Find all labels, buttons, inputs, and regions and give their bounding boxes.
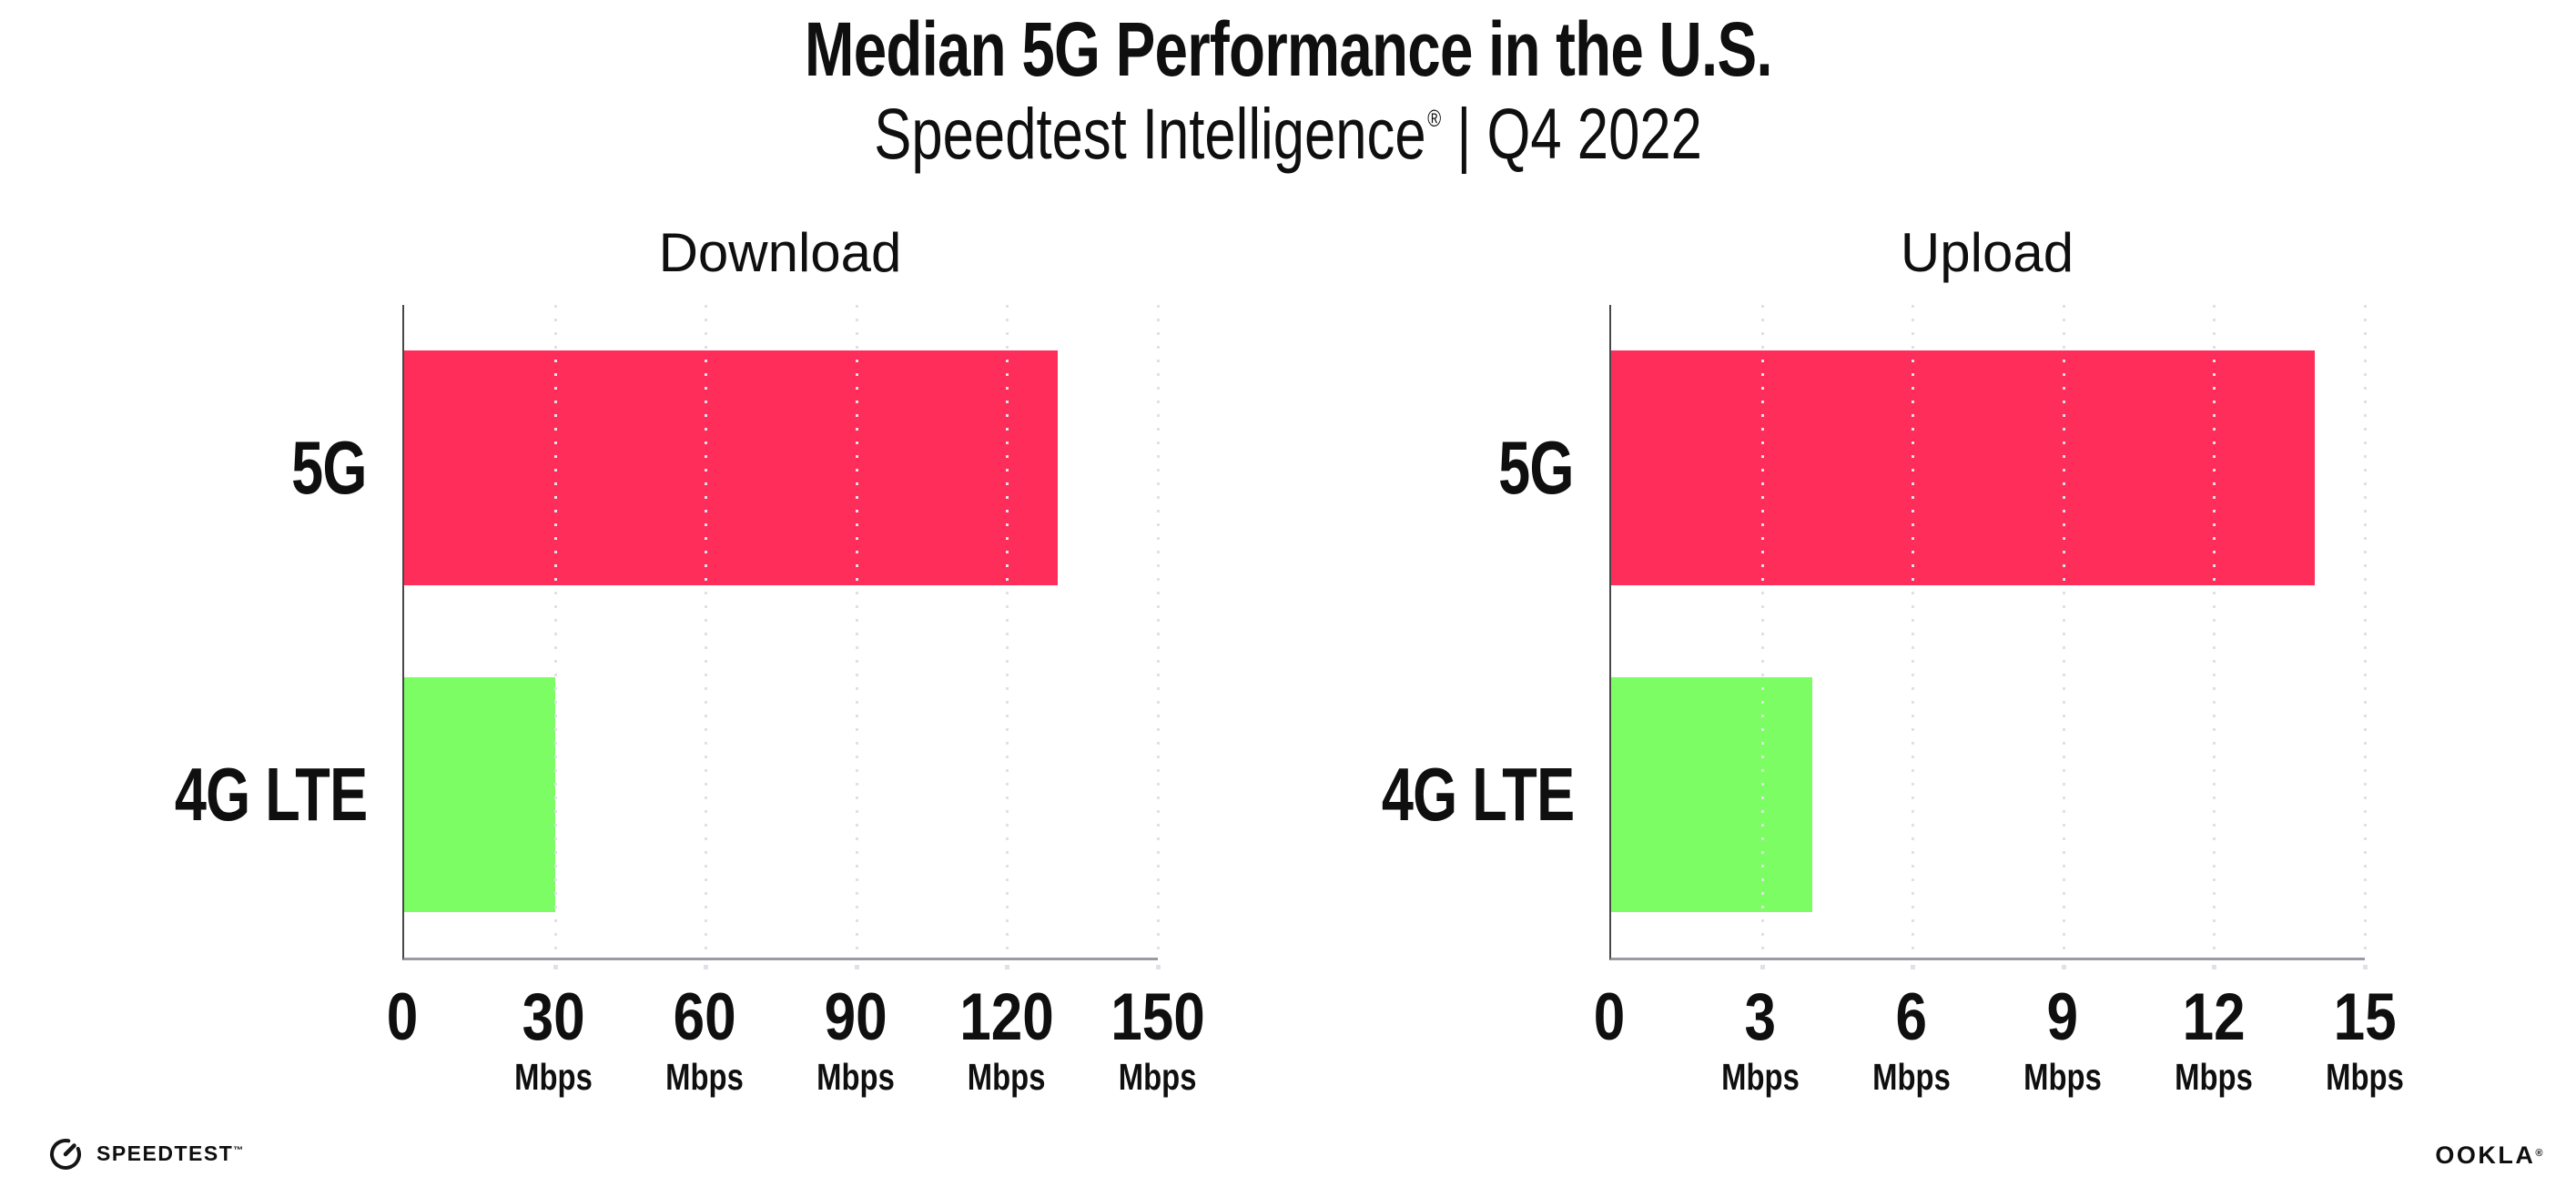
speedtest-gauge-icon bbox=[46, 1133, 86, 1173]
upload-category-labels: 5G 4G LTE bbox=[1309, 209, 1609, 1115]
x-tick-unit: Mbps bbox=[1872, 1056, 1951, 1098]
x-tick-9: 9 Mbps bbox=[2013, 960, 2111, 1096]
x-tick-150: 150 Mbps bbox=[1102, 960, 1213, 1096]
upload-chart: 5G 4G LTE Upload 0 bbox=[1309, 209, 2404, 1115]
x-tick-unit: Mbps bbox=[514, 1056, 593, 1098]
download-plot-area bbox=[402, 305, 1161, 969]
upload-plot-column: Upload 0 3 Mbp bbox=[1594, 209, 2404, 1115]
x-tick-15: 15 Mbps bbox=[2316, 960, 2413, 1096]
gridline bbox=[553, 305, 558, 969]
x-tick-30: 30 Mbps bbox=[504, 960, 602, 1096]
ookla-logo: OOKLA® bbox=[2435, 1141, 2545, 1170]
x-tick-0: 0 bbox=[384, 960, 421, 1096]
x-tick-unit: Mbps bbox=[1119, 1056, 1197, 1098]
download-category-labels: 5G 4G LTE bbox=[102, 209, 402, 1115]
gridline bbox=[854, 305, 859, 969]
x-tick-value: 6 bbox=[1895, 980, 1928, 1054]
upload-x-axis: 0 3 Mbps 6 Mbps 9 Mbps bbox=[1594, 960, 2404, 1115]
x-tick-unit: Mbps bbox=[816, 1056, 895, 1098]
figure-header: Median 5G Performance in the U.S. Speedt… bbox=[0, 0, 2576, 172]
category-label-5g: 5G bbox=[291, 425, 367, 511]
x-tick-value: 15 bbox=[2333, 980, 2397, 1054]
gridline bbox=[2363, 305, 2368, 969]
figure-subtitle-text: Speedtest Intelligence® | Q4 2022 bbox=[874, 96, 1702, 172]
download-plot-column: Download 0 30 bbox=[387, 209, 1205, 1115]
x-tick-90: 90 Mbps bbox=[806, 960, 904, 1096]
category-label-5g: 5G bbox=[1498, 425, 1574, 511]
x-tick-value: 150 bbox=[1111, 980, 1205, 1054]
x-tick-60: 60 Mbps bbox=[655, 960, 753, 1096]
speedtest-logo-text: SPEEDTEST™ bbox=[96, 1141, 245, 1165]
bar-5g-download bbox=[404, 350, 1058, 586]
trademark-mark: ™ bbox=[233, 1144, 245, 1156]
figure-subtitle: Speedtest Intelligence® | Q4 2022 bbox=[0, 96, 2576, 172]
subtitle-brand: Speedtest Intelligence bbox=[874, 92, 1426, 174]
figure-title-text: Median 5G Performance in the U.S. bbox=[804, 6, 1773, 92]
charts-row: 5G 4G LTE Download 0 bbox=[0, 209, 2404, 1115]
x-tick-value: 0 bbox=[386, 980, 419, 1054]
x-tick-0: 0 bbox=[1591, 960, 1628, 1096]
x-tick-unit: Mbps bbox=[968, 1056, 1046, 1098]
speedtest-logo: SPEEDTEST™ bbox=[46, 1133, 245, 1173]
bar-row-4g-lte bbox=[404, 632, 1158, 959]
x-tick-value: 90 bbox=[824, 980, 887, 1054]
registered-mark: ® bbox=[2535, 1148, 2545, 1159]
bar-row-4g-lte bbox=[1611, 632, 2365, 959]
subtitle-period: Q4 2022 bbox=[1486, 92, 1702, 174]
gridline bbox=[1760, 305, 1765, 969]
category-label-4g-lte: 4G LTE bbox=[174, 751, 367, 837]
download-x-axis: 0 30 Mbps 60 Mbps 90 Mbps bbox=[387, 960, 1205, 1115]
bar-row-5g bbox=[1611, 305, 2365, 632]
category-label-4g-lte: 4G LTE bbox=[1381, 751, 1574, 837]
bar-5g-upload bbox=[1611, 350, 2315, 586]
x-tick-unit: Mbps bbox=[2326, 1056, 2404, 1098]
gridline bbox=[1005, 305, 1010, 969]
figure-title: Median 5G Performance in the U.S. bbox=[0, 6, 2576, 92]
download-chart: 5G 4G LTE Download 0 bbox=[102, 209, 1205, 1115]
x-tick-unit: Mbps bbox=[2175, 1056, 2253, 1098]
x-tick-value: 12 bbox=[2182, 980, 2246, 1054]
subtitle-separator: | bbox=[1456, 92, 1472, 174]
x-tick-12: 12 Mbps bbox=[2165, 960, 2262, 1096]
x-tick-6: 6 Mbps bbox=[1862, 960, 1960, 1096]
x-tick-value: 3 bbox=[1744, 980, 1777, 1054]
x-tick-value: 60 bbox=[673, 980, 736, 1054]
x-tick-unit: Mbps bbox=[665, 1056, 744, 1098]
x-tick-value: 0 bbox=[1593, 980, 1626, 1054]
x-tick-3: 3 Mbps bbox=[1711, 960, 1809, 1096]
gridline bbox=[2212, 305, 2217, 969]
x-tick-value: 120 bbox=[959, 980, 1054, 1054]
bar-4g-lte-upload bbox=[1611, 676, 1812, 912]
gridline bbox=[1911, 305, 1916, 969]
x-tick-value: 30 bbox=[522, 980, 585, 1054]
upload-chart-title: Upload bbox=[1900, 222, 2074, 283]
gridline bbox=[704, 305, 709, 969]
x-tick-120: 120 Mbps bbox=[951, 960, 1062, 1096]
x-tick-unit: Mbps bbox=[2023, 1056, 2102, 1098]
x-tick-unit: Mbps bbox=[1721, 1056, 1800, 1098]
bar-row-5g bbox=[404, 305, 1158, 632]
ookla-logo-text: OOKLA bbox=[2435, 1141, 2536, 1169]
gridline bbox=[2061, 305, 2066, 969]
download-chart-title: Download bbox=[658, 222, 902, 283]
gridline bbox=[1156, 305, 1161, 969]
registered-mark: ® bbox=[1427, 104, 1442, 132]
x-tick-value: 9 bbox=[2046, 980, 2079, 1054]
bar-4g-lte-download bbox=[404, 676, 555, 912]
upload-plot-area bbox=[1609, 305, 2368, 969]
